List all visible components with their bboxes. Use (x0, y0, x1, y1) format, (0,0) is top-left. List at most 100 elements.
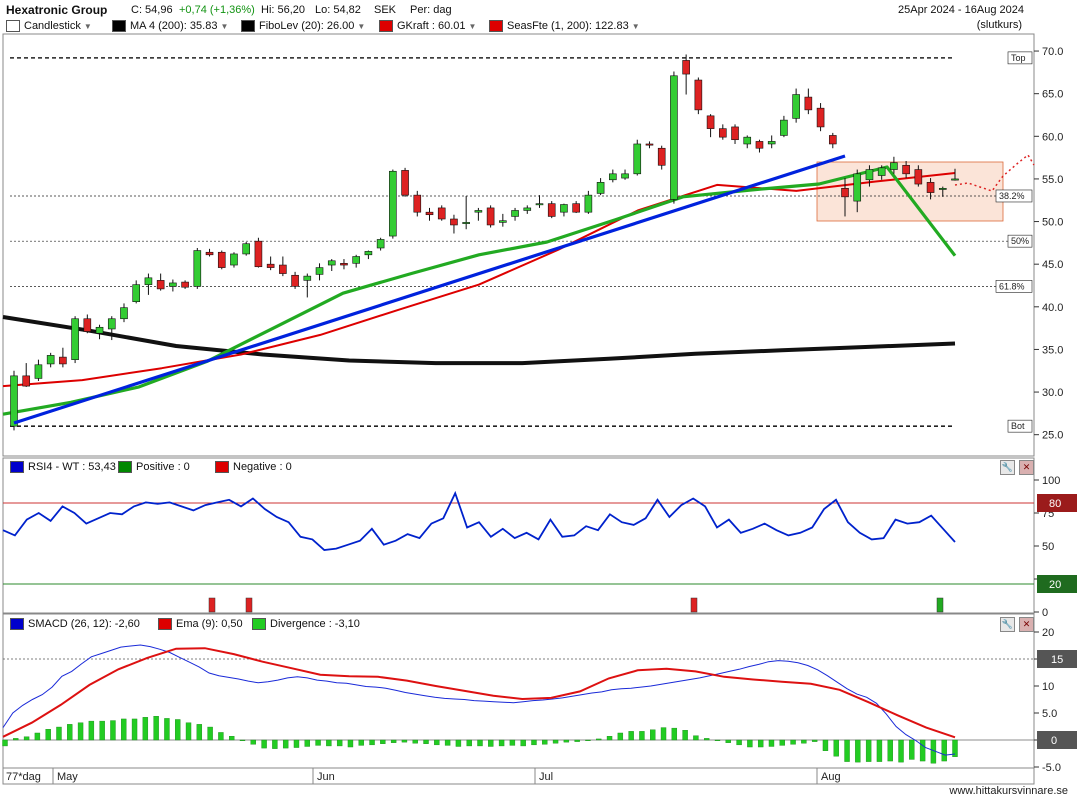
candle-body[interactable] (95, 326, 104, 334)
candle-body[interactable] (584, 194, 593, 213)
candle-body[interactable] (364, 251, 373, 256)
candle-body[interactable] (34, 364, 43, 379)
candle-body[interactable] (83, 318, 92, 332)
candle-body[interactable] (865, 169, 874, 181)
candle-body[interactable] (181, 281, 189, 288)
candle-body[interactable] (107, 318, 116, 330)
macd-legend-divergence[interactable]: Divergence : -3,10 (252, 617, 360, 631)
candle-body[interactable] (156, 280, 165, 290)
candle-body[interactable] (291, 274, 299, 287)
candle-body[interactable] (279, 264, 287, 274)
candle-body[interactable] (425, 211, 434, 216)
candles[interactable] (10, 54, 959, 431)
candle-body[interactable] (376, 239, 385, 249)
candle-body[interactable] (132, 284, 141, 302)
candle-body[interactable] (523, 207, 532, 211)
macd-legend-smacd[interactable]: SMACD (26, 12): -2,60 (10, 617, 140, 631)
candle-body[interactable] (474, 210, 483, 213)
candle-body[interactable] (621, 173, 629, 179)
candle-body[interactable] (303, 275, 312, 281)
trend-line[interactable] (13, 154, 846, 425)
rsi-legend-wt[interactable]: RSI4 - WT : 53,43 (10, 460, 116, 474)
candle-body[interactable] (804, 96, 813, 111)
legend-fibolev[interactable]: FiboLev (20): 26.00 ▼ (241, 19, 365, 33)
candle-body[interactable] (560, 204, 568, 213)
rsi-close-icon[interactable]: ✕ (1019, 460, 1034, 475)
candle-body[interactable] (547, 203, 556, 217)
ema-line[interactable] (2, 647, 956, 739)
ma-series-line[interactable] (2, 315, 956, 366)
candle-body[interactable] (10, 375, 18, 427)
macd-legend-ema[interactable]: Ema (9): 0,50 (158, 617, 243, 631)
legend-seasfte[interactable]: SeasFte (1, 200): 122.83 ▼ (489, 19, 640, 33)
legend-gkraft[interactable]: GKraft : 60.01 ▼ (379, 19, 476, 33)
candle-body[interactable] (792, 94, 800, 119)
candle-body[interactable] (266, 263, 275, 268)
candle-body[interactable] (242, 243, 250, 255)
rsi-legend-positive[interactable]: Positive : 0 (118, 460, 190, 474)
candle-body[interactable] (572, 203, 580, 213)
candle-body[interactable] (657, 147, 666, 166)
macd-close-icon[interactable]: ✕ (1019, 617, 1034, 632)
candle-body[interactable] (193, 250, 202, 287)
rsi-legend-negative[interactable]: Negative : 0 (215, 460, 292, 474)
candle-body[interactable] (71, 318, 79, 360)
candle-body[interactable] (437, 207, 446, 220)
candle-body[interactable] (755, 141, 764, 149)
candle-body[interactable] (853, 173, 862, 202)
candle-body[interactable] (731, 126, 739, 141)
candle-body[interactable] (902, 164, 910, 175)
candle-body[interactable] (645, 143, 654, 146)
candle-body[interactable] (462, 222, 470, 224)
candle-body[interactable] (22, 375, 31, 387)
candle-body[interactable] (633, 143, 642, 175)
candle-body[interactable] (169, 282, 177, 287)
candle-body[interactable] (450, 218, 458, 226)
ma-series-line[interactable] (2, 172, 956, 388)
candle-body[interactable] (719, 128, 727, 138)
candle-body[interactable] (46, 355, 55, 365)
macd-settings-icon[interactable]: 🔧 (1000, 617, 1015, 632)
candle-body[interactable] (841, 188, 849, 198)
candle-body[interactable] (352, 256, 360, 264)
candle-body[interactable] (828, 135, 837, 145)
candle-body[interactable] (389, 170, 397, 237)
candle-body[interactable] (609, 173, 617, 181)
candle-body[interactable] (59, 356, 67, 365)
candle-body[interactable] (217, 251, 226, 268)
ma-series-line[interactable] (2, 165, 957, 416)
candle-body[interactable] (914, 169, 923, 185)
candle-body[interactable] (951, 178, 959, 181)
candle-body[interactable] (938, 188, 947, 190)
candle-body[interactable] (511, 210, 519, 217)
rsi-series-line[interactable] (2, 490, 956, 551)
candle-body[interactable] (890, 162, 898, 170)
rsi-settings-icon[interactable]: 🔧 (1000, 460, 1015, 475)
candle-body[interactable] (340, 263, 348, 266)
candle-body[interactable] (254, 240, 263, 268)
candle-body[interactable] (743, 136, 752, 145)
candle-body[interactable] (694, 79, 703, 111)
candle-body[interactable] (413, 194, 422, 213)
candle-body[interactable] (401, 170, 409, 196)
candle-body[interactable] (486, 207, 495, 226)
candle-body[interactable] (706, 115, 715, 129)
candle-body[interactable] (596, 182, 605, 194)
legend-ma4[interactable]: MA 4 (200): 35.83 ▼ (112, 19, 228, 33)
smacd-line[interactable] (2, 644, 956, 756)
candle-body[interactable] (926, 182, 935, 193)
candle-body[interactable] (780, 119, 788, 136)
candle-body[interactable] (816, 107, 825, 128)
candle-body[interactable] (682, 60, 690, 75)
candle-body[interactable] (327, 260, 336, 266)
candle-body[interactable] (877, 167, 886, 176)
candle-body[interactable] (315, 267, 324, 275)
candle-body[interactable] (767, 141, 776, 145)
candle-body[interactable] (120, 307, 128, 320)
candle-body[interactable] (205, 251, 214, 256)
candle-body[interactable] (230, 253, 238, 266)
candle-body[interactable] (535, 203, 544, 206)
candle-body[interactable] (144, 277, 153, 285)
candle-body[interactable] (670, 75, 678, 200)
candle-body[interactable] (499, 220, 507, 223)
